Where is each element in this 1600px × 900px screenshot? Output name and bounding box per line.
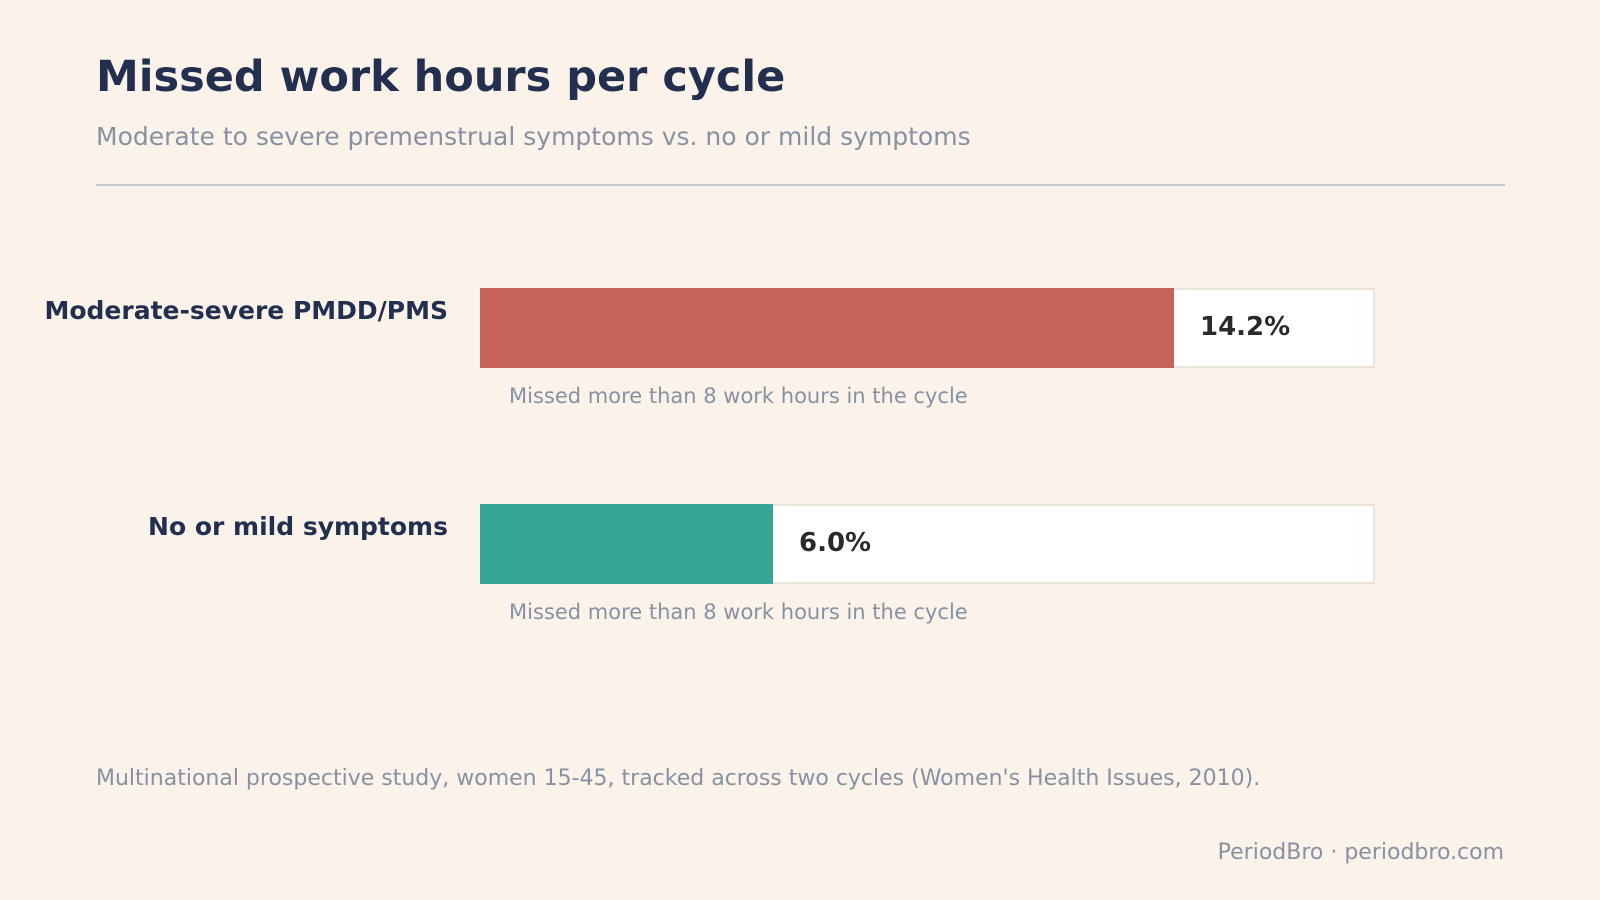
chart-title: Missed work hours per cycle bbox=[96, 52, 786, 102]
header-divider bbox=[96, 184, 1505, 186]
bar-value-label: 6.0% bbox=[799, 528, 872, 558]
source-note: Multinational prospective study, women 1… bbox=[96, 766, 1261, 791]
bar-row-no-or-mild: No or mild symptoms 6.0% Missed more tha… bbox=[0, 504, 1600, 644]
bar bbox=[480, 504, 773, 584]
bar-row-moderate-severe: Moderate-severe PMDD/PMS 14.2% Missed mo… bbox=[0, 288, 1600, 428]
bar-label: Moderate-severe PMDD/PMS bbox=[44, 296, 448, 325]
bar-value-label: 14.2% bbox=[1200, 312, 1291, 342]
bar-label: No or mild symptoms bbox=[148, 512, 448, 541]
bar bbox=[480, 288, 1174, 368]
bar-note: Missed more than 8 work hours in the cyc… bbox=[509, 384, 968, 408]
bar-note: Missed more than 8 work hours in the cyc… bbox=[509, 600, 968, 624]
brand-credit: PeriodBro · periodbro.com bbox=[1217, 840, 1504, 865]
chart-subtitle: Moderate to severe premenstrual symptoms… bbox=[96, 122, 971, 151]
